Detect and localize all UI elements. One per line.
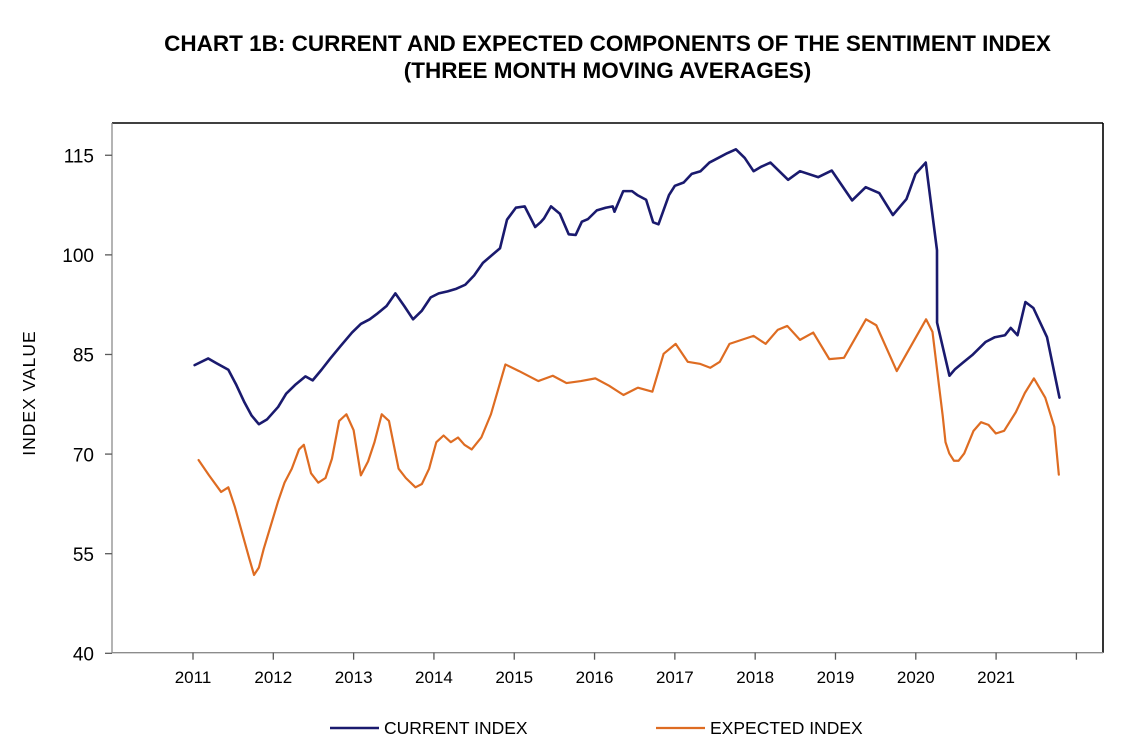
svg-text:2013: 2013: [335, 668, 373, 687]
svg-text:100: 100: [62, 246, 94, 267]
svg-text:2011: 2011: [175, 668, 212, 687]
svg-text:INDEX VALUE: INDEX VALUE: [19, 330, 39, 455]
svg-text:2015: 2015: [495, 668, 533, 687]
svg-text:EXPECTED INDEX: EXPECTED INDEX: [710, 718, 863, 738]
svg-text:2018: 2018: [736, 668, 774, 687]
svg-text:2021: 2021: [977, 668, 1015, 687]
svg-text:55: 55: [73, 545, 94, 566]
svg-text:2012: 2012: [254, 668, 292, 687]
svg-text:2016: 2016: [576, 668, 614, 687]
svg-text:115: 115: [64, 146, 94, 167]
svg-text:2014: 2014: [415, 668, 453, 687]
svg-text:2017: 2017: [656, 668, 694, 687]
svg-text:70: 70: [73, 445, 94, 466]
svg-text:CURRENT INDEX: CURRENT INDEX: [384, 718, 528, 738]
svg-text:40: 40: [73, 645, 94, 666]
svg-text:2019: 2019: [817, 668, 855, 687]
svg-text:85: 85: [73, 346, 94, 367]
svg-text:2020: 2020: [897, 668, 935, 687]
